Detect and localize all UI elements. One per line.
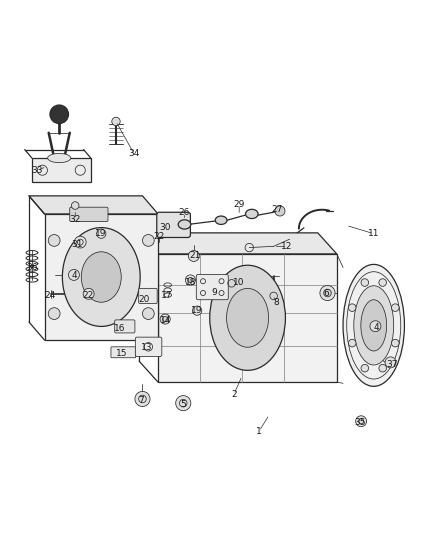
Text: 32: 32 (70, 215, 81, 224)
FancyBboxPatch shape (135, 337, 162, 357)
Text: 18: 18 (185, 278, 196, 287)
Circle shape (379, 279, 386, 286)
Circle shape (185, 275, 195, 285)
Text: 13: 13 (141, 343, 152, 352)
Circle shape (83, 288, 94, 300)
Ellipse shape (215, 216, 227, 224)
Circle shape (97, 229, 106, 238)
Circle shape (361, 279, 369, 286)
Circle shape (48, 308, 60, 319)
Polygon shape (32, 158, 91, 182)
Circle shape (135, 391, 150, 407)
Circle shape (188, 278, 193, 282)
Ellipse shape (245, 209, 258, 219)
Circle shape (160, 314, 170, 324)
Circle shape (48, 235, 60, 246)
Text: 26: 26 (179, 208, 190, 217)
Text: 2: 2 (231, 390, 237, 399)
Text: 4: 4 (71, 271, 77, 280)
Text: 29: 29 (233, 200, 245, 209)
Circle shape (385, 357, 396, 368)
Circle shape (379, 365, 386, 372)
Circle shape (324, 289, 331, 297)
Text: 24: 24 (44, 290, 56, 300)
Ellipse shape (354, 286, 394, 365)
Circle shape (71, 202, 79, 209)
Circle shape (193, 306, 202, 316)
Text: 35: 35 (354, 418, 366, 427)
Text: 27: 27 (271, 205, 283, 214)
Text: 19: 19 (191, 306, 203, 315)
Circle shape (392, 340, 399, 347)
Text: 30: 30 (159, 223, 171, 232)
Text: 10: 10 (233, 278, 245, 287)
FancyBboxPatch shape (157, 212, 191, 238)
Circle shape (142, 308, 154, 319)
Circle shape (188, 251, 199, 262)
Ellipse shape (81, 252, 121, 302)
Text: 6: 6 (323, 289, 329, 298)
FancyBboxPatch shape (196, 274, 228, 300)
Text: 8: 8 (273, 298, 279, 306)
Text: 17: 17 (161, 290, 172, 300)
FancyBboxPatch shape (70, 207, 108, 222)
Text: 12: 12 (282, 242, 293, 251)
Text: 16: 16 (114, 324, 126, 333)
FancyBboxPatch shape (111, 347, 136, 358)
Polygon shape (158, 254, 337, 382)
Polygon shape (139, 233, 337, 254)
Text: 34: 34 (128, 149, 140, 158)
Text: 21: 21 (189, 252, 200, 261)
Circle shape (176, 395, 191, 411)
Ellipse shape (343, 264, 404, 386)
Text: 22: 22 (154, 232, 165, 241)
Circle shape (361, 365, 369, 372)
Text: 11: 11 (368, 229, 379, 238)
Circle shape (348, 340, 356, 347)
Circle shape (392, 304, 399, 311)
Ellipse shape (226, 288, 268, 347)
Circle shape (348, 304, 356, 311)
Text: 36: 36 (26, 263, 38, 272)
Text: 37: 37 (386, 360, 398, 368)
Circle shape (320, 286, 335, 301)
FancyBboxPatch shape (115, 320, 135, 333)
Text: 15: 15 (116, 350, 127, 359)
Circle shape (112, 117, 120, 126)
Circle shape (142, 235, 154, 246)
Text: 14: 14 (159, 316, 171, 325)
Ellipse shape (178, 220, 191, 229)
Text: 33: 33 (32, 166, 43, 175)
Text: 19: 19 (95, 229, 106, 238)
Text: 9: 9 (211, 288, 217, 297)
Circle shape (356, 416, 367, 427)
Text: 5: 5 (180, 400, 186, 409)
Text: 1: 1 (256, 427, 262, 436)
Circle shape (50, 105, 68, 124)
Text: 4: 4 (374, 323, 379, 332)
Text: 22: 22 (82, 290, 93, 300)
Text: 20: 20 (138, 295, 150, 304)
Polygon shape (29, 196, 158, 214)
Circle shape (370, 321, 381, 332)
Polygon shape (45, 214, 158, 340)
Ellipse shape (210, 265, 286, 370)
FancyBboxPatch shape (139, 288, 157, 303)
Text: 31: 31 (71, 240, 83, 249)
Ellipse shape (48, 154, 71, 163)
Ellipse shape (361, 300, 387, 351)
Ellipse shape (62, 228, 140, 326)
Circle shape (74, 236, 86, 248)
Circle shape (68, 270, 79, 280)
Text: 7: 7 (138, 395, 144, 405)
Circle shape (275, 206, 285, 216)
